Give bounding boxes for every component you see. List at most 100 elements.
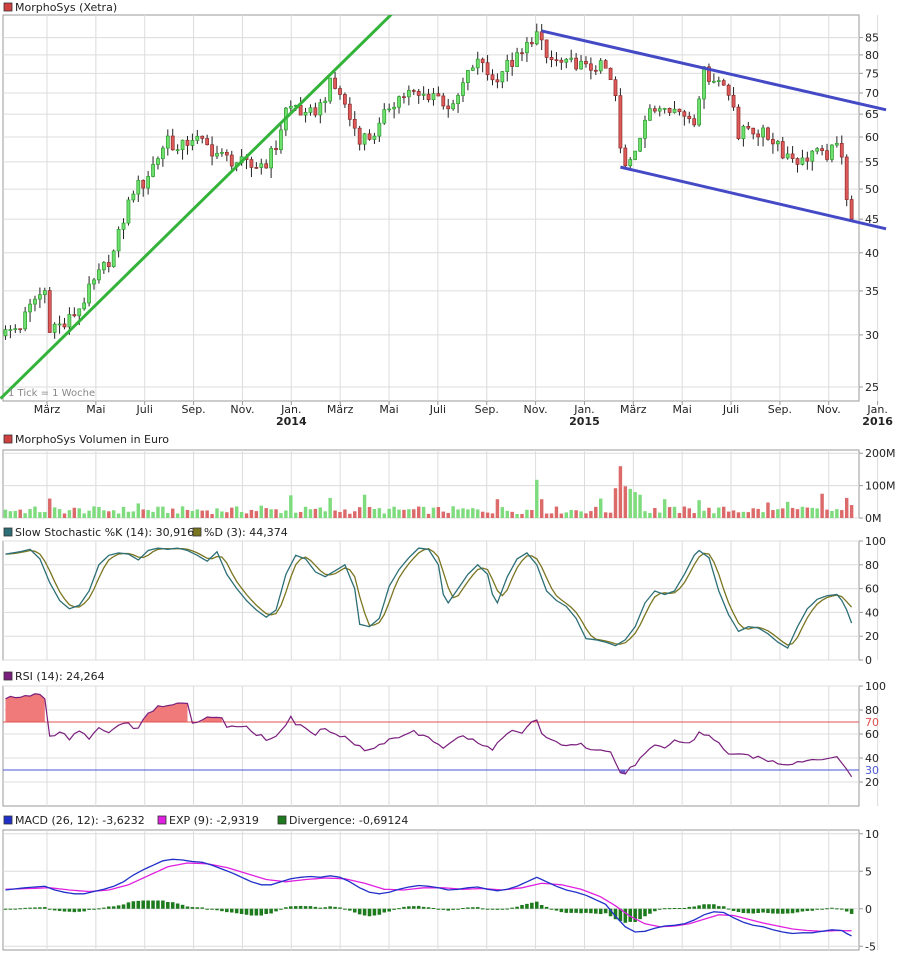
macd-divergence-bar (407, 906, 411, 909)
volume-bar (549, 513, 554, 518)
macd-divergence-bar (210, 908, 214, 910)
volume-bar (569, 509, 573, 518)
macd-divergence-bar (431, 908, 436, 909)
macd-divergence-bar (151, 900, 155, 909)
price-legend-swatch (3, 2, 13, 12)
volume-bar (308, 509, 313, 518)
candle-body (220, 152, 224, 154)
macd-ytick-label: 0 (865, 903, 872, 916)
volume-bar (372, 508, 377, 518)
macd-divergence-bar (672, 908, 677, 909)
volume-bar (510, 511, 514, 518)
volume-bar (328, 497, 332, 518)
macd-divergence-bar (57, 908, 62, 911)
macd-divergence-bar (190, 907, 195, 909)
macd-divergence-bar (534, 901, 539, 909)
volume-bar (367, 506, 372, 518)
macd-divergence-bar (648, 908, 652, 914)
candle-body (451, 103, 456, 110)
candle-body (510, 60, 515, 67)
candle-body (775, 141, 780, 145)
volume-bar (333, 510, 337, 518)
candle-body (820, 148, 824, 151)
macd-divergence-bars (3, 900, 854, 923)
candle-body (461, 82, 465, 96)
volume-bar (175, 513, 180, 518)
candle-body (628, 159, 633, 167)
candle-body (480, 58, 485, 64)
volume-bar (466, 509, 470, 518)
macd-divergence-bar (126, 902, 131, 909)
candle-body (844, 156, 849, 200)
macd-divergence-bar (741, 908, 746, 913)
volume-bar (249, 509, 254, 518)
candle-body (67, 314, 72, 328)
candle-body (603, 60, 608, 69)
stoch-d-legend-swatch (192, 527, 202, 537)
candle-body (638, 137, 642, 152)
macd-divergence-bar (244, 908, 249, 915)
macd-divergence-bar (185, 906, 190, 909)
volume-bar (387, 508, 391, 518)
volume-bar (52, 507, 57, 518)
volume-bar (33, 506, 37, 518)
macd-divergence-bar (569, 908, 573, 913)
volume-bar (72, 507, 77, 518)
candle-body (716, 80, 721, 82)
volume-bar (416, 506, 421, 518)
macd-divergence-bar (771, 908, 775, 914)
candle-body (82, 302, 87, 310)
price-xtick-year: 2016 (862, 415, 893, 428)
volume-bar (195, 509, 200, 518)
macd-divergence-bar (721, 906, 726, 909)
volume-bar (264, 508, 268, 518)
candle-body (274, 148, 278, 151)
price-xtick-label: Sep. (181, 403, 205, 416)
price-tick-note: 1 Tick = 1 Woche (8, 388, 95, 399)
macd-divergence-bar (308, 906, 313, 909)
volume-bar (461, 508, 465, 518)
candle-body (146, 176, 151, 189)
macd-divergence-bar (515, 906, 519, 909)
volume-bar (171, 508, 175, 518)
volume-bar (269, 509, 273, 518)
volume-bar (830, 510, 834, 518)
macd-divergence-bar (392, 908, 396, 910)
macd-divergence-bar (776, 908, 780, 914)
macd-divergence-bar (269, 908, 273, 914)
candle-body (42, 290, 47, 296)
volume-bar (190, 510, 195, 518)
rsi-legend-label: RSI (14): 24,264 (15, 670, 105, 683)
volume-bar (82, 513, 86, 518)
volume-bar (239, 511, 244, 518)
candle-body (288, 105, 293, 109)
price-xtick-label: März (34, 403, 61, 416)
volume-bar (702, 510, 706, 518)
price-ytick-label: 45 (865, 213, 879, 226)
rsi-legend-swatch (3, 671, 13, 681)
rsi-overbought-fill (202, 717, 222, 722)
macd-divergence-bar (736, 908, 741, 912)
candle-body (116, 229, 121, 252)
macd-divergence-bar (653, 908, 657, 912)
candle-body (141, 180, 146, 189)
candle-body (662, 107, 667, 110)
candle-body (200, 135, 205, 139)
volume-bar (111, 510, 116, 518)
macd-divergence-bar (82, 908, 86, 912)
macd-panel: MACD (26, 12): -3,6232 EXP (9): -2,9319 Di… (2, 814, 879, 953)
macd-divergence-bar (712, 904, 716, 909)
volume-bar (584, 513, 588, 518)
price-ytick-label: 70 (865, 87, 879, 100)
exp-legend-label: EXP (9): -2,9319 (169, 814, 259, 827)
volume-bar (136, 503, 141, 518)
volume-bar (490, 513, 495, 518)
volume-ytick-label: 0M (865, 512, 882, 525)
macd-divergence-bar (293, 906, 298, 909)
candle-body (584, 60, 588, 65)
macd-divergence-bar (343, 908, 347, 910)
price-ytick-label: 35 (865, 285, 879, 298)
candle-body (529, 42, 534, 45)
macd-divergence-bar (367, 908, 372, 917)
volume-bar (677, 513, 682, 518)
